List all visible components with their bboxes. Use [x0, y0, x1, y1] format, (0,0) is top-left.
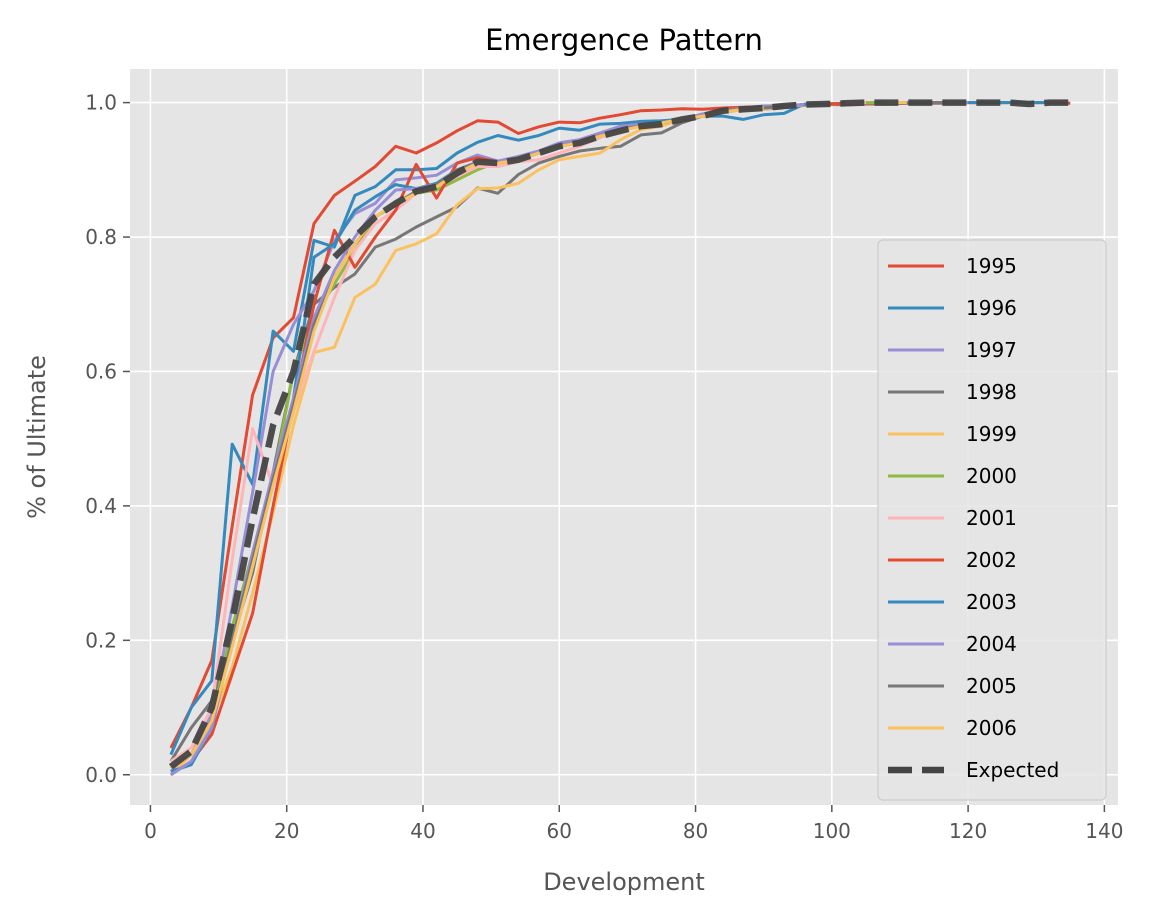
- legend-label: 2000: [966, 464, 1017, 488]
- legend-label: 1996: [966, 296, 1017, 320]
- x-tick-label: 120: [949, 819, 987, 843]
- legend-label: 1999: [966, 422, 1017, 446]
- legend-label: 2005: [966, 674, 1017, 698]
- series-line-2006: [170, 106, 764, 770]
- legend-label: 2003: [966, 590, 1017, 614]
- x-tick-label: 60: [547, 819, 572, 843]
- x-axis-label: Development: [543, 868, 705, 896]
- y-tick-label: 0.8: [85, 225, 117, 249]
- legend-label: 1998: [966, 380, 1017, 404]
- y-tick-label: 0.2: [85, 628, 117, 652]
- x-tick-label: 40: [410, 819, 435, 843]
- y-tick-label: 0.4: [85, 494, 117, 518]
- x-tick-label: 80: [683, 819, 708, 843]
- legend: 1995 1996 1997 1998 1999 2000 2001 2002 2003 2004…: [877, 239, 1107, 801]
- legend-label: 1995: [966, 254, 1017, 278]
- legend-box: [877, 239, 1107, 801]
- legend-label: 2001: [966, 506, 1017, 530]
- legend-label: Expected: [966, 758, 1059, 782]
- legend-label: 2006: [966, 716, 1017, 740]
- y-tick-label: 0.0: [85, 763, 117, 787]
- legend-label: 2002: [966, 548, 1017, 572]
- chart-title: Emergence Pattern: [485, 23, 763, 57]
- y-tick-label: 1.0: [85, 91, 117, 115]
- x-tick-label: 100: [813, 819, 851, 843]
- legend-label: 2004: [966, 632, 1017, 656]
- y-tick-label: 0.6: [85, 359, 117, 383]
- x-tick-label: 0: [144, 819, 157, 843]
- series-line-expected: [168, 99, 1071, 770]
- legend-label: 1997: [966, 338, 1017, 362]
- y-axis-label: % of Ultimate: [23, 355, 51, 519]
- x-tick-label: 20: [274, 819, 299, 843]
- x-tick-label: 140: [1085, 819, 1123, 843]
